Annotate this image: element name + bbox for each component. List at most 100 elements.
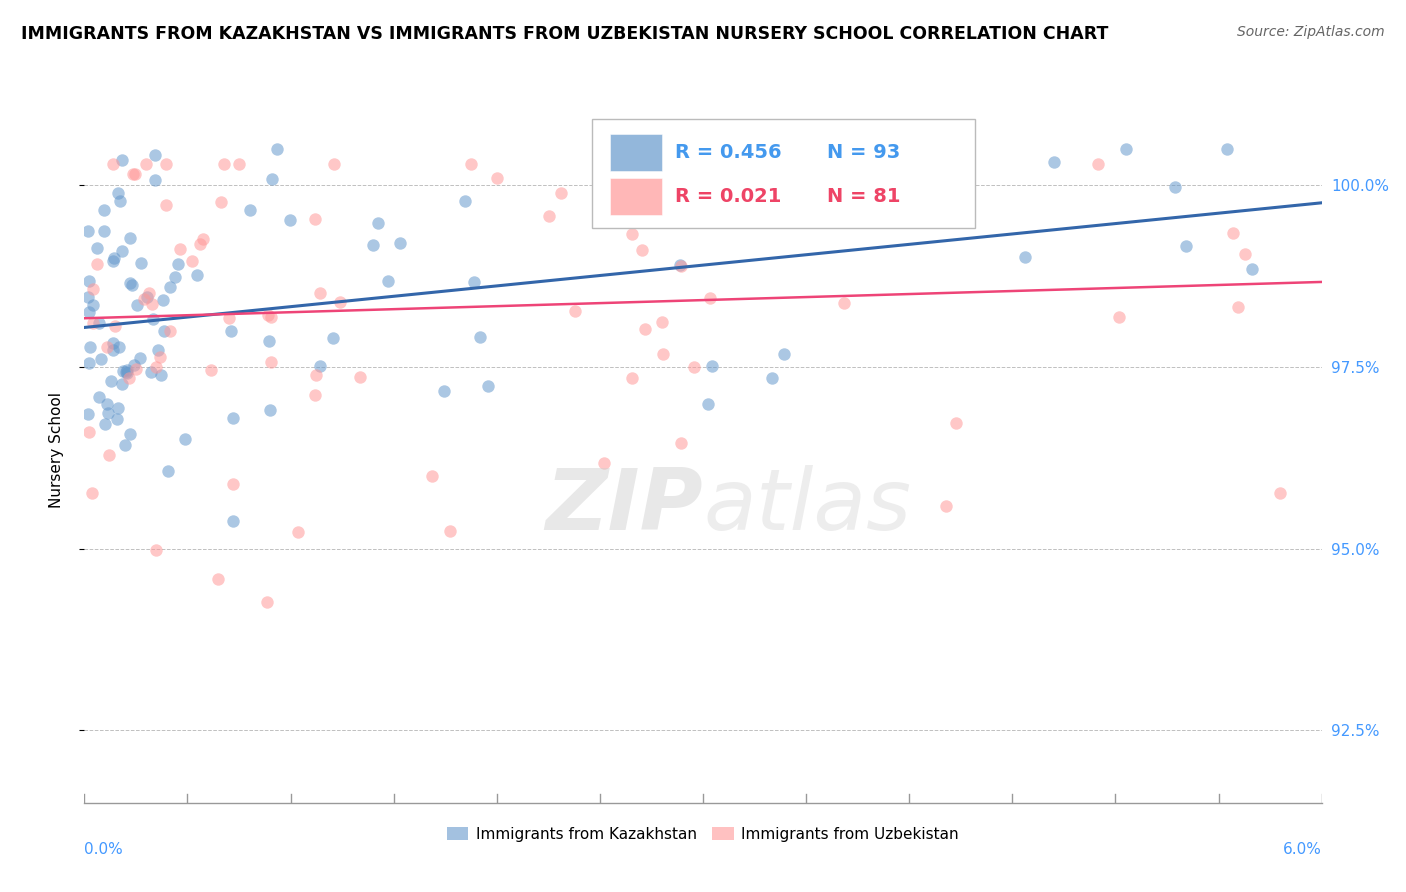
Point	[167, 257, 190, 271]
Point	[100, 374, 122, 388]
Point	[239, 202, 262, 217]
Point	[699, 291, 721, 305]
Point	[120, 276, 142, 290]
Text: IMMIGRANTS FROM KAZAKHSTAN VS IMMIGRANTS FROM UZBEKISTAN NURSERY SCHOOL CORRELAT: IMMIGRANTS FROM KAZAKHSTAN VS IMMIGRANTS…	[21, 25, 1108, 43]
Point	[661, 158, 683, 172]
Point	[125, 298, 148, 312]
Point	[367, 216, 389, 230]
Point	[121, 278, 143, 293]
Point	[122, 358, 145, 372]
Point	[627, 213, 650, 227]
Point	[82, 298, 104, 312]
Point	[669, 436, 692, 450]
Point	[135, 290, 157, 304]
Text: ZIP: ZIP	[546, 466, 703, 549]
Point	[222, 477, 245, 491]
Point	[322, 331, 344, 345]
Point	[93, 202, 115, 217]
Point	[1108, 310, 1130, 325]
Point	[120, 427, 142, 442]
Point	[259, 355, 281, 369]
Point	[669, 259, 692, 273]
Point	[107, 186, 129, 200]
Point	[107, 401, 129, 416]
Point	[159, 324, 181, 338]
Point	[697, 397, 720, 411]
Point	[200, 363, 222, 377]
Point	[655, 142, 678, 156]
Point	[90, 351, 112, 366]
Point	[77, 407, 100, 421]
Point	[77, 274, 100, 288]
Point	[266, 142, 288, 156]
Point	[287, 524, 309, 539]
Point	[103, 251, 125, 265]
Point	[420, 468, 443, 483]
Point	[323, 156, 346, 170]
Point	[304, 368, 326, 382]
Point	[673, 174, 696, 188]
Point	[1240, 262, 1263, 277]
Point	[124, 362, 146, 376]
Point	[278, 213, 301, 227]
Point	[620, 227, 643, 242]
Point	[309, 285, 332, 300]
Point	[77, 290, 100, 304]
Point	[77, 425, 100, 439]
Text: atlas: atlas	[703, 466, 911, 549]
Point	[256, 595, 278, 609]
Text: 0.0%: 0.0%	[84, 841, 124, 856]
Point	[193, 232, 215, 246]
Point	[82, 485, 104, 500]
Point	[222, 411, 245, 425]
Point	[260, 310, 283, 325]
Point	[96, 340, 118, 354]
Point	[79, 340, 101, 354]
Point	[634, 322, 657, 336]
Point	[1234, 247, 1257, 261]
Point	[101, 343, 124, 357]
Point	[257, 308, 280, 322]
Point	[433, 384, 456, 399]
Point	[135, 156, 157, 170]
Point	[207, 572, 229, 586]
Text: 6.0%: 6.0%	[1282, 841, 1322, 856]
Point	[101, 254, 124, 268]
Point	[624, 156, 647, 170]
Point	[82, 282, 104, 296]
Y-axis label: Nursery School: Nursery School	[49, 392, 63, 508]
Point	[186, 268, 208, 282]
Point	[146, 343, 169, 357]
Point	[159, 280, 181, 294]
Point	[832, 296, 855, 310]
Point	[105, 412, 128, 426]
Text: R = 0.456: R = 0.456	[675, 143, 782, 161]
Point	[564, 304, 586, 318]
Point	[132, 292, 155, 306]
Point	[153, 324, 176, 338]
Point	[108, 194, 131, 208]
Point	[112, 364, 135, 378]
Point	[222, 514, 245, 528]
Point	[118, 371, 141, 385]
Point	[486, 170, 509, 185]
Point	[1174, 239, 1197, 253]
Point	[181, 253, 204, 268]
Point	[631, 244, 654, 258]
Point	[214, 156, 236, 170]
Point	[218, 311, 240, 326]
Point	[82, 316, 104, 330]
Point	[149, 350, 172, 364]
Point	[155, 198, 177, 212]
Point	[228, 156, 250, 170]
Point	[98, 448, 121, 462]
Point	[702, 359, 724, 373]
Point	[117, 366, 139, 380]
FancyBboxPatch shape	[610, 134, 662, 170]
Point	[1227, 300, 1250, 314]
Point	[259, 403, 281, 417]
Point	[124, 167, 146, 181]
FancyBboxPatch shape	[610, 178, 662, 215]
Point	[110, 377, 132, 392]
Point	[257, 334, 280, 348]
